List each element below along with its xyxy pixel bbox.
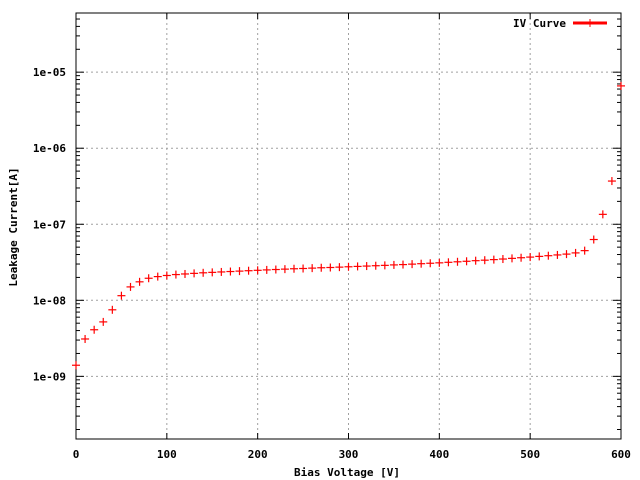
- data-point: [498, 255, 507, 264]
- data-point: [317, 263, 326, 272]
- data-point: [544, 251, 553, 260]
- data-point: [408, 260, 417, 269]
- x-tick-label: 300: [339, 448, 359, 461]
- data-point: [299, 264, 308, 273]
- y-tick-label: 1e-08: [33, 294, 66, 307]
- x-tick-label: 400: [429, 448, 449, 461]
- x-tick-label: 0: [73, 448, 80, 461]
- data-point: [99, 317, 108, 326]
- data-point: [108, 305, 117, 314]
- data-point: [462, 257, 471, 266]
- legend: IV Curve: [513, 17, 607, 30]
- legend-label: IV Curve: [513, 17, 566, 30]
- x-tick-label: 100: [157, 448, 177, 461]
- data-point: [226, 267, 235, 276]
- data-point: [571, 248, 580, 257]
- data-point: [580, 246, 589, 255]
- data-point: [371, 261, 380, 270]
- data-point: [517, 253, 526, 262]
- data-point: [326, 263, 335, 272]
- data-point: [417, 259, 426, 268]
- data-point: [562, 250, 571, 259]
- y-axis-tick-labels: 1e-09 1e-08 1e-07 1e-06 1e-05: [33, 66, 66, 383]
- data-point: [280, 265, 289, 274]
- data-point: [199, 268, 208, 277]
- y-tick-label: 1e-07: [33, 218, 66, 231]
- data-point: [535, 252, 544, 261]
- data-point: [480, 256, 489, 265]
- data-point: [553, 250, 562, 259]
- data-point: [607, 177, 616, 186]
- data-point: [290, 264, 298, 273]
- data-point: [389, 260, 398, 269]
- axis-ticks: [75, 13, 622, 439]
- grid-lines: [76, 13, 621, 439]
- data-point: [153, 272, 162, 281]
- data-point: [126, 282, 135, 291]
- data-point: [399, 260, 407, 269]
- data-point: [380, 261, 389, 270]
- data-point: [335, 263, 344, 272]
- data-point: [526, 253, 535, 262]
- x-tick-label: 600: [611, 448, 631, 461]
- legend-marker: [586, 19, 594, 27]
- data-point: [235, 267, 244, 276]
- x-tick-label: 200: [248, 448, 268, 461]
- data-point: [171, 270, 180, 279]
- data-point: [117, 291, 126, 300]
- data-point: [208, 268, 217, 277]
- data-point: [426, 259, 435, 268]
- data-point: [308, 264, 317, 273]
- data-point: [453, 257, 462, 266]
- data-point: [181, 269, 189, 278]
- data-point: [217, 267, 226, 276]
- data-points: [72, 81, 625, 370]
- data-point: [271, 265, 280, 274]
- data-point: [344, 262, 353, 271]
- data-point: [135, 277, 144, 286]
- data-point: [362, 262, 371, 271]
- data-point: [253, 266, 262, 275]
- data-point: [262, 265, 271, 274]
- data-point: [353, 262, 362, 271]
- y-tick-label: 1e-09: [33, 370, 66, 383]
- x-axis-title: Bias Voltage [V]: [294, 466, 400, 479]
- x-axis-tick-labels: 0 100 200 300 400 500 600: [73, 448, 631, 461]
- y-axis-title: Leakage Current[A]: [7, 167, 20, 286]
- data-point: [617, 81, 625, 90]
- data-point: [471, 256, 480, 265]
- data-point: [81, 334, 90, 343]
- data-point: [589, 235, 598, 244]
- data-point: [244, 266, 253, 275]
- data-point: [435, 258, 444, 267]
- data-point: [190, 269, 199, 278]
- y-tick-label: 1e-05: [33, 66, 66, 79]
- data-point: [598, 210, 607, 219]
- data-point: [508, 254, 516, 263]
- data-point: [72, 361, 80, 370]
- y-tick-label: 1e-06: [33, 142, 66, 155]
- data-point: [162, 271, 171, 280]
- x-tick-label: 500: [520, 448, 540, 461]
- data-point: [489, 255, 498, 264]
- data-point: [444, 258, 453, 267]
- data-point: [144, 274, 153, 283]
- data-point: [90, 325, 99, 334]
